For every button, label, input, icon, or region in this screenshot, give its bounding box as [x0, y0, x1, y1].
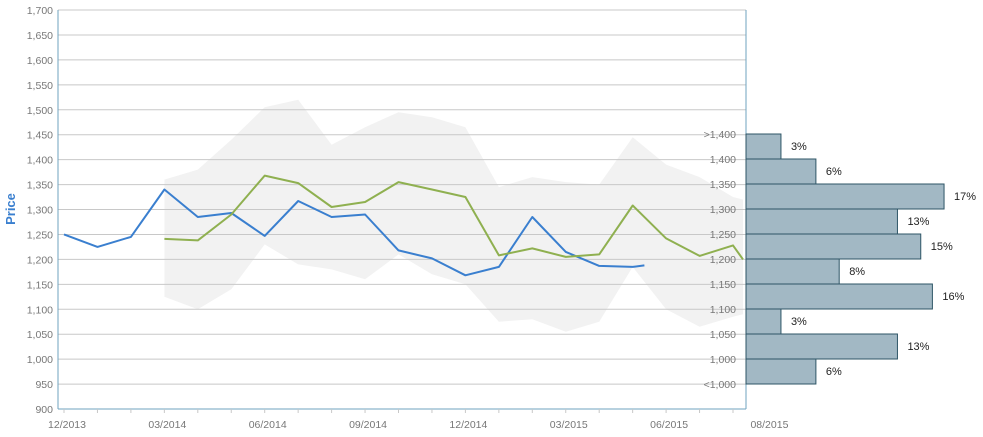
histogram-bar-label: 6%: [826, 166, 842, 178]
histogram-bar: [745, 208, 898, 235]
histogram-bar-label: 13%: [907, 216, 929, 228]
histogram-category-label: 1,300: [710, 204, 736, 216]
histogram-bar: [745, 333, 898, 360]
y-tick-label: 1,450: [27, 130, 53, 142]
y-tick-label: 1,000: [27, 354, 53, 366]
y-tick-label: 1,500: [27, 105, 53, 117]
histogram-bar: [745, 133, 782, 160]
y-tick-label: 1,700: [27, 5, 53, 17]
histogram-category-label: 1,350: [710, 179, 736, 191]
y-tick-label: 1,400: [27, 155, 53, 167]
y-tick-label: 1,600: [27, 55, 53, 67]
series-line-green: [164, 174, 744, 260]
histogram-category-label: 1,400: [710, 154, 736, 166]
histogram-bar-label: 3%: [791, 316, 807, 328]
histogram-bar-label: 8%: [849, 266, 865, 278]
histogram-category-label: 1,200: [710, 254, 736, 266]
histogram-bar-label: 13%: [907, 341, 929, 353]
x-tick-label: 12/2014: [449, 419, 487, 431]
y-tick-label: 1,200: [27, 254, 53, 266]
series-lines-layer: [63, 174, 744, 277]
histogram-bar: [745, 233, 922, 260]
y-tick-label: 900: [35, 404, 53, 416]
histogram-bar: [745, 283, 933, 310]
x-tick-label: 03/2015: [550, 419, 588, 431]
y-tick-label: 1,100: [27, 304, 53, 316]
histogram-category-label: 1,100: [710, 304, 736, 316]
y-tick-label: 1,350: [27, 180, 53, 192]
histogram-bar-label: 17%: [954, 191, 976, 203]
histogram-category-label: 1,000: [710, 354, 736, 366]
y-tick-label: 950: [35, 379, 53, 391]
y-tick-label: 1,150: [27, 279, 53, 291]
histogram-bar: [745, 258, 840, 285]
y-tick-label: 1,250: [27, 229, 53, 241]
histogram-category-label: 1,150: [710, 279, 736, 291]
x-tick-label: 09/2014: [349, 419, 387, 431]
histogram-bar: [745, 158, 817, 185]
histogram-category-label: 1,050: [710, 329, 736, 341]
forecast-range-band: [164, 99, 743, 332]
histogram-category-label: <1,000: [704, 379, 737, 391]
histogram-bar: [745, 308, 782, 335]
distribution-histogram: [745, 133, 945, 385]
histogram-category-label: >1,400: [704, 129, 737, 141]
histogram-bar-label: 15%: [931, 241, 953, 253]
histogram-bar-label: 3%: [791, 141, 807, 153]
histogram-bar: [745, 358, 817, 385]
series-line-blue: [63, 188, 645, 277]
x-tick-label: 08/2015: [750, 419, 788, 431]
gridlines-layer: [58, 9, 746, 410]
histogram-bar-label: 16%: [942, 291, 964, 303]
y-tick-label: 1,550: [27, 80, 53, 92]
y-tick-label: 1,650: [27, 30, 53, 42]
x-tick-label: 06/2014: [249, 419, 287, 431]
y-tick-label: 1,300: [27, 205, 53, 217]
histogram-bar-label: 6%: [826, 366, 842, 378]
x-tick-label: 06/2015: [650, 419, 688, 431]
forecast-band-layer: [164, 99, 743, 332]
x-tick-label: 03/2014: [148, 419, 186, 431]
x-tick-label: 12/2013: [48, 419, 86, 431]
histogram-category-label: 1,250: [710, 229, 736, 241]
y-tick-label: 1,050: [27, 329, 53, 341]
histogram-bar: [745, 183, 945, 210]
y-axis-title: Price: [3, 193, 18, 225]
chart-text-layer: 900 950 1,000 1,050 1,100 1,150 1,200 1,250 1,30…: [3, 5, 976, 431]
